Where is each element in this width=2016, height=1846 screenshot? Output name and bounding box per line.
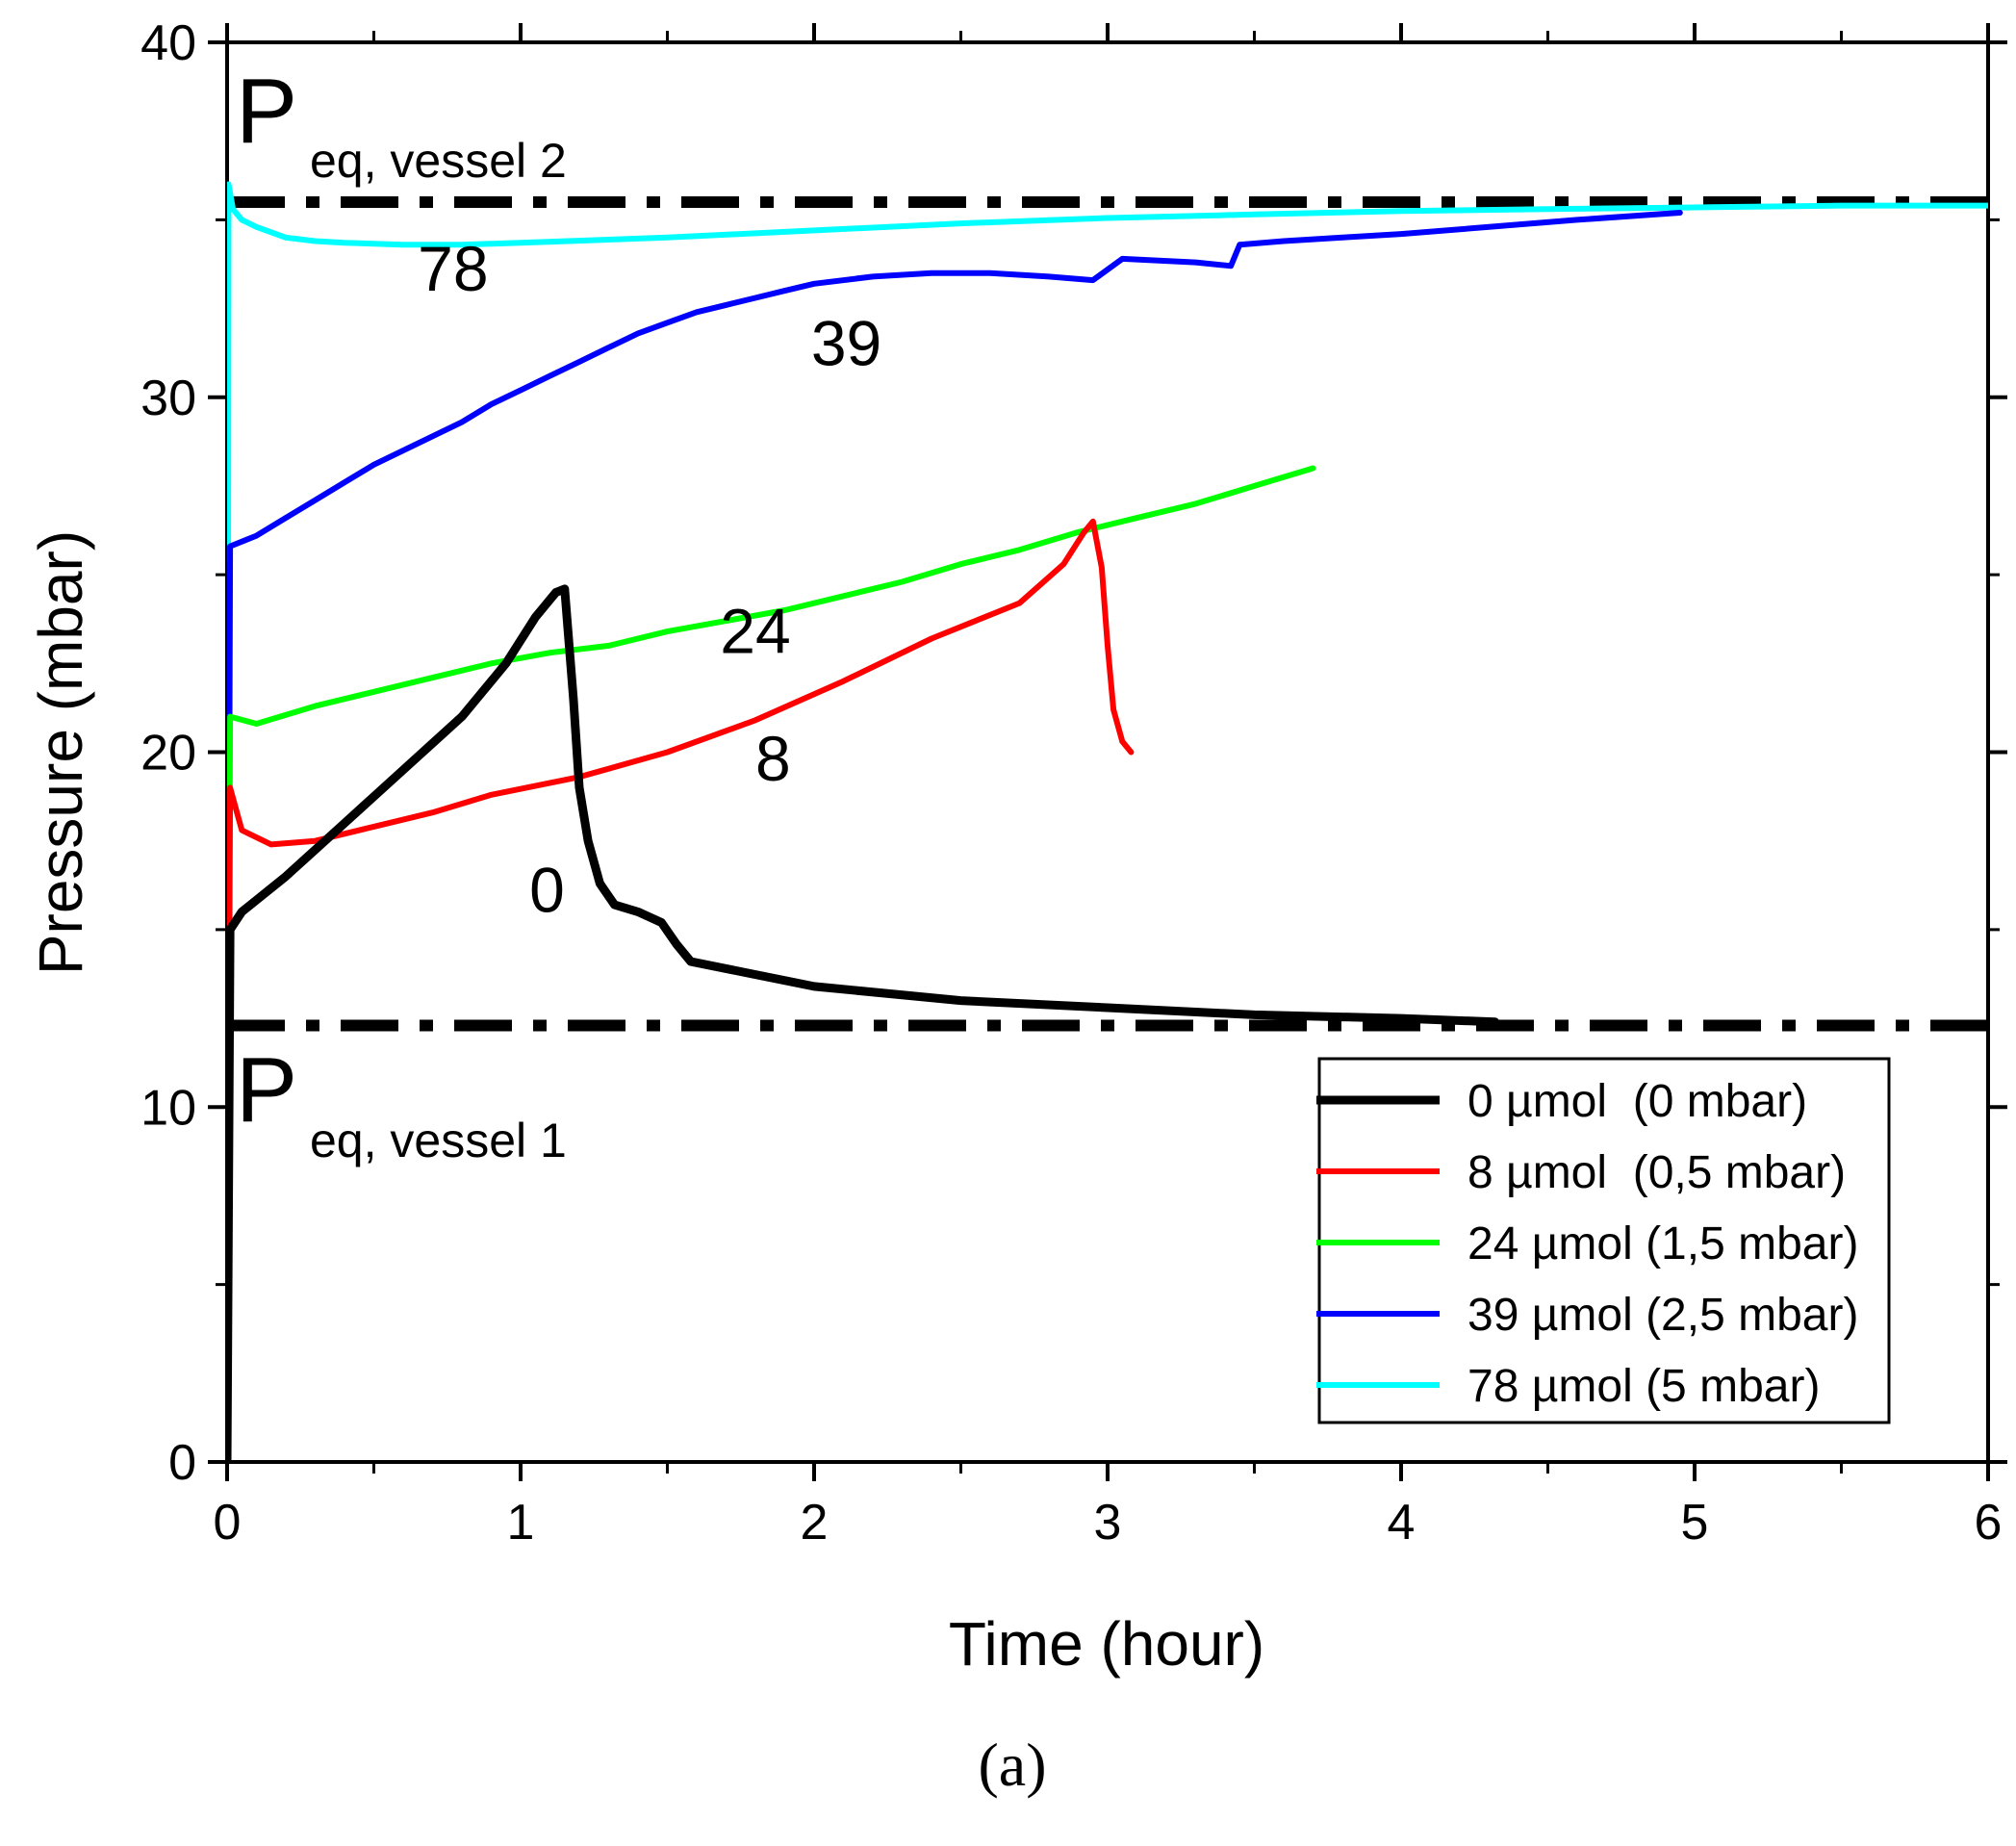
- series-line-39: [227, 210, 1683, 1462]
- peq-vessel-2-main: P: [236, 60, 297, 163]
- x-tick-label: 4: [1388, 1495, 1416, 1551]
- series-line-24: [227, 465, 1316, 1462]
- peq-vessel-1-label: P eq, vessel 1: [236, 1038, 567, 1167]
- figure-caption: (a): [978, 1731, 1046, 1799]
- y-tick-label: 20: [140, 726, 196, 782]
- x-axis-title: Time (hour): [949, 1609, 1264, 1679]
- series-line-8: [227, 518, 1135, 1462]
- peq-vessel-2-sub: eq, vessel 2: [310, 134, 567, 188]
- legend-label-78: 78 µmol (5 mbar): [1467, 1361, 1820, 1412]
- legend-label-8: 8 µmol (0,5 mbar): [1467, 1147, 1846, 1198]
- curve-label-78: 78: [418, 233, 488, 304]
- data-series: [227, 181, 1988, 1462]
- y-tick-label: 30: [140, 371, 196, 426]
- x-tick-label: 0: [214, 1495, 242, 1551]
- legend: 0 µmol (0 mbar) 8 µmol (0,5 mbar) 24 µmol …: [1316, 1057, 1891, 1424]
- legend-label-39: 39 µmol (2,5 mbar): [1467, 1290, 1858, 1341]
- x-tick-label: 6: [1975, 1495, 2003, 1551]
- peq-vessel-1-sub: eq, vessel 1: [310, 1114, 567, 1167]
- curve-label-24: 24: [720, 595, 790, 666]
- axis-ticks: [208, 23, 2007, 1481]
- y-tick-label: 40: [140, 15, 196, 71]
- legend-label-24: 24 µmol (1,5 mbar): [1467, 1218, 1858, 1269]
- x-tick-label: 3: [1094, 1495, 1122, 1551]
- x-tick-label: 1: [507, 1495, 535, 1551]
- legend-label-0: 0 µmol (0 mbar): [1467, 1076, 1807, 1127]
- curve-label-8: 8: [755, 723, 791, 794]
- series-line-0: [227, 584, 1500, 1462]
- tick-labels: 0 1 2 3 4 5 6 0 10 20 30 40: [140, 15, 2002, 1551]
- curve-label-0: 0: [529, 854, 565, 925]
- peq-vessel-1-main: P: [236, 1038, 297, 1141]
- reference-lines: [227, 195, 1988, 1032]
- series-line-78: [227, 181, 1988, 1462]
- peq-vessel-2-label: P eq, vessel 2: [236, 60, 567, 188]
- x-tick-label: 5: [1681, 1495, 1709, 1551]
- y-tick-label: 0: [168, 1435, 196, 1491]
- y-axis-title: Pressure (mbar): [26, 530, 95, 975]
- y-tick-label: 10: [140, 1080, 196, 1136]
- x-tick-label: 2: [801, 1495, 829, 1551]
- curve-labels: 0 8 24 39 78: [418, 233, 881, 925]
- curve-label-39: 39: [811, 308, 881, 379]
